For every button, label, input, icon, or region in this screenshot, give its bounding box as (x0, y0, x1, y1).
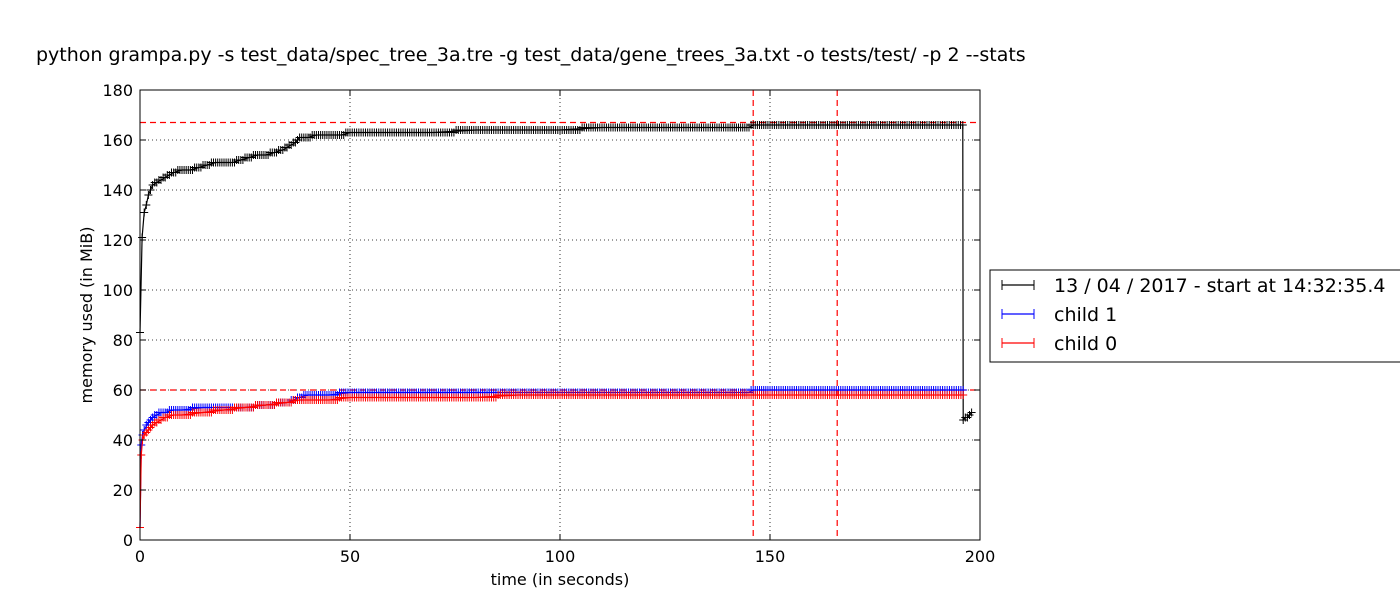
y-axis-label: memory used (in MiB) (77, 227, 96, 404)
data-point-marker (137, 441, 146, 449)
data-point-marker (140, 208, 149, 217)
x-axis-label: time (in seconds) (491, 570, 630, 589)
legend-label: child 0 (1054, 333, 1117, 355)
legend-marker (1001, 338, 1035, 348)
y-tick-label: 0 (123, 531, 133, 550)
y-tick-label: 120 (102, 231, 133, 250)
y-tick-label: 160 (102, 131, 133, 150)
legend-entry: child 0 (1001, 333, 1117, 355)
legend-marker (1001, 280, 1035, 290)
legend-label: 13 / 04 / 2017 - start at 14:32:35.4 (1054, 275, 1386, 297)
data-point-marker (958, 121, 967, 129)
axis-ticks: 0 50 100 150 200 0 20 40 60 80 100 120 140 160 180 (102, 81, 995, 566)
series-layer (136, 121, 976, 532)
legend-entry: child 1 (1001, 304, 1117, 326)
legend: 13 / 04 / 2017 - start at 14:32:35.4 chil… (989, 269, 1400, 363)
chart-title: python grampa.py -s test_data/spec_tree_… (36, 44, 1026, 66)
legend-box (989, 269, 1400, 363)
y-tick-label: 20 (113, 481, 133, 500)
y-tick-label: 180 (102, 81, 133, 100)
series-child-0 (136, 391, 968, 532)
y-tick-label: 100 (102, 281, 133, 300)
y-tick-label: 60 (113, 381, 133, 400)
legend-entry: 13 / 04 / 2017 - start at 14:32:35.4 (1001, 275, 1386, 297)
y-tick-label: 80 (113, 331, 133, 350)
y-tick-label: 40 (113, 431, 133, 450)
data-point-marker (146, 186, 155, 194)
legend-label: child 1 (1054, 304, 1117, 326)
legend-marker (1001, 309, 1035, 319)
x-tick-label: 100 (545, 547, 576, 566)
x-tick-label: 50 (340, 547, 360, 566)
data-point-marker (959, 391, 968, 399)
series-main (136, 121, 976, 424)
x-tick-label: 0 (135, 547, 145, 566)
x-tick-label: 150 (755, 547, 786, 566)
x-tick-label: 200 (965, 547, 996, 566)
legend-items: 13 / 04 / 2017 - start at 14:32:35.4 chil… (1001, 275, 1386, 355)
data-point-marker (967, 408, 976, 417)
data-point-marker (137, 451, 146, 459)
data-point-marker (142, 201, 151, 209)
y-tick-label: 140 (102, 181, 133, 200)
data-point-marker (144, 191, 153, 199)
